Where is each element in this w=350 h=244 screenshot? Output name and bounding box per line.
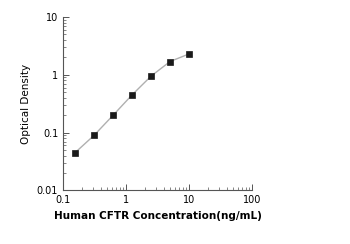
X-axis label: Human CFTR Concentration(ng/mL): Human CFTR Concentration(ng/mL) bbox=[54, 211, 261, 221]
Y-axis label: Optical Density: Optical Density bbox=[21, 64, 31, 144]
